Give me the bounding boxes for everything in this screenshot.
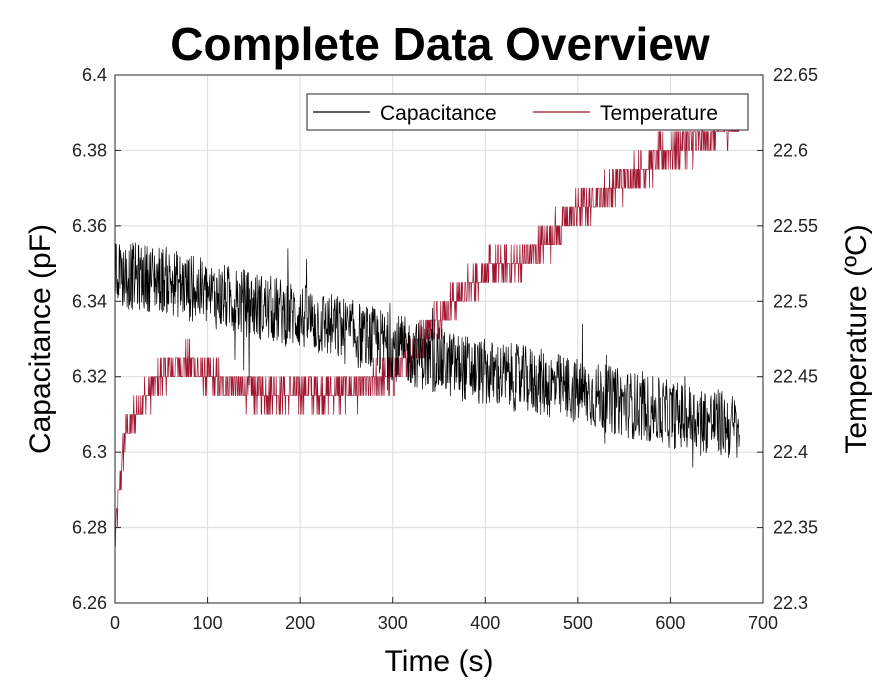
- legend-label-capacitance: Capacitance: [380, 102, 497, 125]
- y-right-tick-label: 22.3: [773, 593, 808, 613]
- y-left-tick-label: 6.34: [72, 291, 107, 311]
- y-right-tick-label: 22.55: [773, 216, 818, 236]
- y-left-tick-label: 6.26: [72, 593, 107, 613]
- y-right-axis-label: Temperature (ºC): [840, 224, 873, 453]
- legend-label-temperature: Temperature: [600, 102, 718, 125]
- y-left-tick-label: 6.4: [82, 65, 107, 85]
- legend: Capacitance Temperature: [306, 93, 749, 131]
- y-left-axis-label: Capacitance (pF): [24, 224, 57, 454]
- y-right-tick-label: 22.5: [773, 291, 808, 311]
- y-right-tick-label: 22.65: [773, 65, 818, 85]
- y-left-tick-label: 6.28: [72, 518, 107, 538]
- y-left-tick-label: 6.32: [72, 367, 107, 387]
- y-right-tick-label: 22.35: [773, 518, 818, 538]
- y-right-tick-label: 22.4: [773, 442, 808, 462]
- series-line-temperature: [115, 112, 740, 547]
- y-left-tick-label: 6.3: [82, 442, 107, 462]
- x-axis-label: Time (s): [385, 645, 494, 678]
- x-tick-label: 600: [655, 613, 685, 633]
- series-line-capacitance: [115, 242, 740, 468]
- x-tick-label: 300: [378, 613, 408, 633]
- x-axis-ticks: 0 100 200 300 400 500 600 700: [110, 597, 778, 633]
- y-left-tick-label: 6.38: [72, 140, 107, 160]
- x-tick-label: 100: [193, 613, 223, 633]
- y-left-axis-ticks: 6.26 6.28 6.3 6.32 6.34 6.36 6.38 6.4: [72, 65, 121, 613]
- y-right-axis-ticks: 22.3 22.35 22.4 22.45 22.5 22.55 22.6 22.65: [757, 65, 818, 613]
- y-left-tick-label: 6.36: [72, 216, 107, 236]
- x-tick-label: 400: [470, 613, 500, 633]
- chart-title: Complete Data Overview: [170, 18, 710, 70]
- y-right-tick-label: 22.45: [773, 367, 818, 387]
- x-tick-label: 700: [748, 613, 778, 633]
- legend-box: [306, 93, 749, 131]
- plot-frame: [114, 74, 764, 604]
- series-layer: [115, 112, 740, 547]
- x-tick-label: 500: [563, 613, 593, 633]
- y-right-tick-label: 22.6: [773, 140, 808, 160]
- x-tick-label: 0: [110, 613, 120, 633]
- x-tick-label: 200: [285, 613, 315, 633]
